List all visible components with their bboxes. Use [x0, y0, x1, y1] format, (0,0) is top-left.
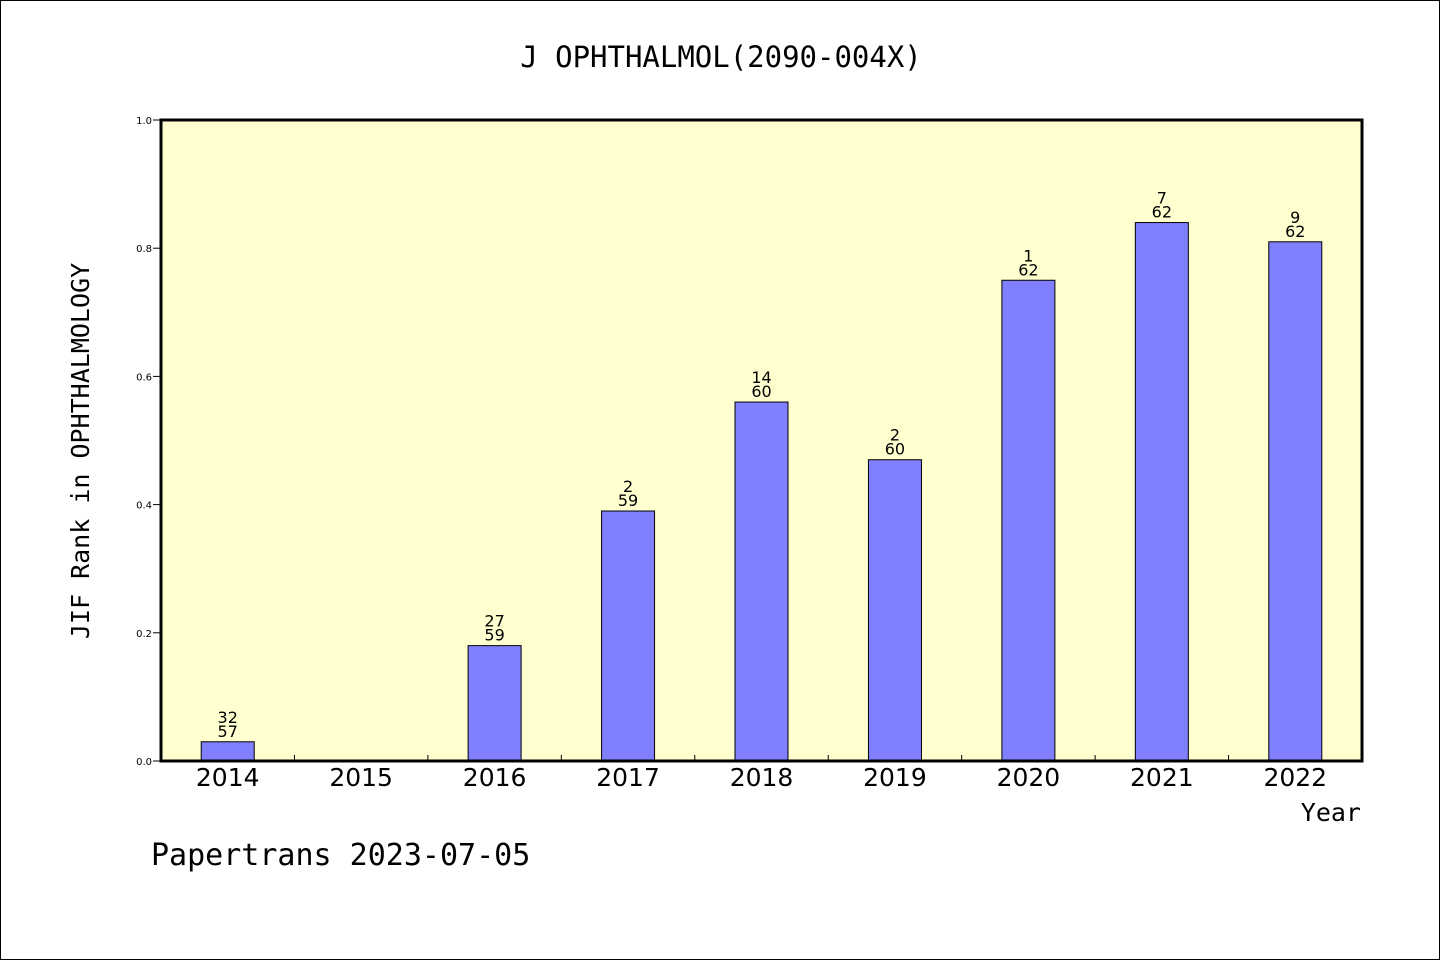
bar-total-label-2019: 60 [885, 440, 905, 459]
x-tick-label-2014: 2014 [196, 763, 260, 792]
footer-watermark: Papertrans 2023-07-05 [151, 838, 530, 873]
y-tick-label-0.8: 0.8 [136, 244, 152, 255]
bar-2016 [467, 645, 522, 762]
y-axis-ticks: 0.0 0.2 0.4 0.6 0.8 1.0 [136, 116, 161, 768]
y-tick-label-1.0: 1.0 [136, 116, 152, 127]
x-tick-label-2021: 2021 [1130, 763, 1194, 792]
bar-total-label-2017: 59 [618, 491, 638, 510]
bar-2014 [200, 741, 255, 762]
bar-total-label-2022: 62 [1285, 222, 1305, 241]
bar-2021 [1134, 222, 1189, 762]
bar-2022 [1268, 241, 1323, 762]
bar-total-label-2021: 62 [1152, 203, 1172, 222]
y-tick-label-0.6: 0.6 [136, 372, 152, 383]
bar-2019 [867, 459, 922, 762]
bar-2017 [601, 510, 656, 762]
bar-total-label-2014: 57 [218, 722, 238, 741]
bar-rank-label-2014: 32 [218, 708, 238, 727]
bar-rank-label-2022: 9 [1290, 208, 1300, 227]
bar-rank-label-2016: 27 [484, 612, 504, 631]
x-tick-label-2019: 2019 [863, 763, 927, 792]
bar-total-label-2016: 59 [484, 626, 504, 645]
bars-group [200, 222, 1323, 762]
x-tick-label-2016: 2016 [463, 763, 527, 792]
y-axis-label: JIF Rank in OPHTHALMOLOGY [66, 263, 95, 639]
bar-rank-label-2017: 2 [623, 477, 633, 496]
bar-rank-label-2018: 14 [751, 368, 771, 387]
bar-2020 [1001, 279, 1056, 762]
bar-2018 [734, 401, 789, 762]
x-axis-label: Year [1301, 798, 1361, 827]
y-tick-label-0.2: 0.2 [136, 629, 152, 640]
bar-rank-label-2019: 2 [890, 426, 900, 445]
x-tick-label-2022: 2022 [1263, 763, 1327, 792]
x-tick-label-2015: 2015 [329, 763, 393, 792]
x-tick-label-2017: 2017 [596, 763, 660, 792]
x-axis-ticks: 2014 2015 2016 2017 2018 2019 2020 2021 2022 [196, 755, 1327, 792]
bar-rank-label-2021: 7 [1157, 189, 1167, 208]
y-tick-label-0.0: 0.0 [136, 757, 152, 768]
x-tick-label-2020: 2020 [997, 763, 1061, 792]
chart-title: J OPHTHALMOL(2090-004X) [520, 40, 922, 74]
y-tick-label-0.4: 0.4 [136, 501, 152, 512]
bar-total-label-2018: 60 [751, 382, 771, 401]
bar-total-label-2020: 62 [1018, 260, 1038, 279]
bar-rank-label-2020: 1 [1023, 246, 1033, 265]
x-tick-label-2018: 2018 [730, 763, 794, 792]
plot-border [159, 118, 1364, 763]
